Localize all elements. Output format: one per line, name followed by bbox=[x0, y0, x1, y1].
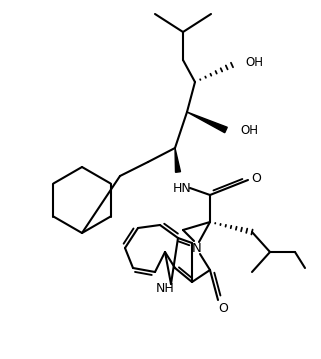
Text: O: O bbox=[218, 302, 228, 314]
Text: N: N bbox=[192, 242, 202, 255]
Text: O: O bbox=[251, 172, 261, 185]
Text: OH: OH bbox=[245, 56, 263, 70]
Text: HN: HN bbox=[173, 182, 191, 195]
Polygon shape bbox=[187, 112, 227, 133]
Text: OH: OH bbox=[240, 125, 258, 137]
Text: NH: NH bbox=[156, 281, 174, 294]
Polygon shape bbox=[175, 148, 180, 172]
